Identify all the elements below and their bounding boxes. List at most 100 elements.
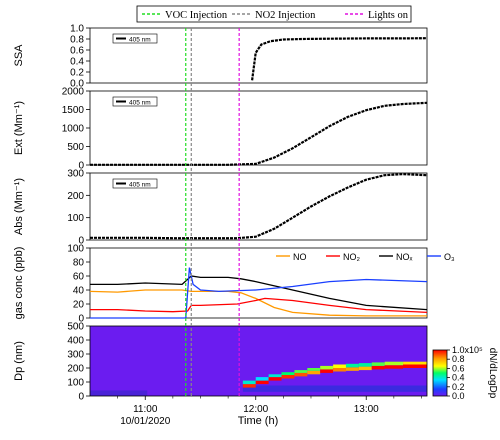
heatmap-cell-17	[345, 363, 359, 368]
y-tick-label-4-3: 300	[67, 350, 84, 361]
heatmap-cell-16	[345, 367, 359, 371]
heatmap-cell-24	[403, 364, 427, 368]
legend-box-0	[112, 33, 158, 44]
y-tick-label-1-2: 1000	[62, 124, 85, 135]
heatmap-cell-10	[307, 370, 321, 375]
y-tick-label-3-0: 0	[78, 314, 84, 325]
y-tick-label-4-0: 0	[78, 392, 84, 403]
colorbar-tick-label-2: 0.4	[452, 373, 465, 383]
series-line-3-1	[90, 297, 428, 314]
gas-legend-label-0: NO	[293, 252, 307, 262]
panel-frame-4	[89, 325, 428, 397]
y-tick-label-1-3: 1500	[62, 105, 85, 116]
heatmap-cell-8	[294, 372, 308, 377]
y-axis-label-1: Ext (Mm⁻¹)	[13, 101, 25, 155]
heatmap-cell-14	[333, 368, 346, 372]
y-tick-label-2-0: 0	[78, 236, 84, 247]
y-tick-label-3-4: 80	[73, 258, 85, 269]
y-tick-label-3-1: 20	[73, 300, 85, 311]
gas-legend-label-3: O₃	[444, 252, 455, 262]
y-axis-label-0: SSA	[13, 44, 25, 67]
heatmap-cell-25	[403, 361, 427, 365]
gas-legend-label-1: NO₂	[343, 252, 361, 262]
y-tick-label-3-2: 40	[73, 286, 85, 297]
series-line-1-0	[90, 101, 428, 166]
y-tick-label-2-3: 300	[67, 169, 84, 180]
heatmap-cell-2	[255, 380, 269, 385]
y-tick-label-0-3: 0.6	[70, 46, 84, 57]
heatmap-cell-13	[320, 365, 334, 370]
heatmap-cell-3	[255, 377, 269, 381]
y-tick-label-2-2: 200	[67, 191, 84, 202]
colorbar-tick-label-3: 0.6	[452, 363, 465, 373]
heatmap-background	[90, 326, 427, 396]
x-axis-label: Time (h)	[238, 415, 279, 427]
top-legend	[136, 5, 412, 23]
colorbar	[432, 349, 448, 397]
heatmap-cell-6	[281, 375, 295, 379]
heatmap-background-band	[242, 385, 427, 392]
y-axis-label-2: Abs (Mm⁻¹)	[13, 178, 25, 235]
series-line-3-0	[89, 289, 427, 317]
gas-legend-label-2: NOₓ	[396, 252, 413, 262]
top-legend-label-0: VOC Injection	[165, 10, 228, 21]
panel-frame-2	[89, 172, 428, 241]
heatmap-cell-20	[371, 365, 385, 370]
heatmap-cell-0	[242, 384, 256, 388]
heatmap-cell-5	[268, 374, 282, 378]
legend-box-label-1: 405 nm	[129, 100, 151, 107]
heatmap-cell-15	[333, 364, 346, 368]
x-tick-label-2: 13:00	[354, 404, 379, 415]
y-tick-label-1-0: 0	[78, 161, 84, 172]
series-line-0-0	[251, 37, 428, 81]
heatmap-cell-1	[242, 380, 256, 385]
colorbar-tick-label-0: 0.0	[452, 391, 465, 401]
y-tick-label-4-1: 100	[67, 378, 84, 389]
y-tick-label-0-5: 1.0	[70, 24, 84, 35]
heatmap-cell-7	[281, 372, 295, 375]
heatmap-cell-21	[371, 362, 385, 366]
y-tick-label-3-5: 100	[67, 244, 84, 255]
legend-box-2	[112, 178, 158, 189]
y-tick-label-2-1: 100	[67, 213, 84, 224]
series-line-3-3	[90, 267, 428, 319]
top-legend-label-2: Lights on	[368, 10, 409, 21]
heatmap-cell-22	[384, 365, 404, 369]
series-line-3-2	[90, 275, 428, 311]
legend-box-label-0: 405 nm	[129, 37, 151, 44]
y-tick-label-0-1: 0.2	[70, 68, 84, 79]
colorbar-label: dN/dLogDp	[487, 348, 498, 399]
panel-frame-0	[89, 27, 428, 84]
series-line-2-0	[90, 172, 428, 240]
y-axis-label-4: Dp (nm)	[13, 341, 25, 381]
x-date-label: 10/01/2020	[120, 416, 170, 427]
colorbar-tick-label-5: 1.0x10⁵	[452, 345, 483, 355]
y-tick-label-4-5: 500	[67, 322, 84, 333]
heatmap-cell-4	[268, 377, 282, 381]
panel-frame-3	[89, 247, 428, 319]
y-axis-label-3: gas conc (ppb)	[13, 247, 25, 320]
heatmap-cell-12	[320, 369, 334, 373]
y-tick-label-0-0: 0.0	[70, 79, 84, 90]
y-tick-label-1-4: 2000	[62, 87, 85, 98]
heatmap-cell-19	[358, 363, 372, 367]
heatmap-cell-9	[294, 370, 308, 373]
legend-box-label-2: 405 nm	[129, 182, 151, 189]
y-tick-label-4-2: 200	[67, 364, 84, 375]
heatmap-cell-11	[307, 368, 321, 371]
x-tick-label-1: 12:00	[243, 404, 268, 415]
x-tick-label-0: 11:00	[133, 404, 158, 415]
y-tick-label-4-4: 400	[67, 336, 84, 347]
heatmap-cell-23	[384, 361, 404, 366]
colorbar-tick-label-4: 0.8	[452, 354, 465, 364]
heatmap-low-band	[90, 390, 148, 396]
top-legend-label-1: NO2 Injection	[255, 10, 316, 21]
legend-box-1	[112, 96, 158, 107]
y-tick-label-3-3: 60	[73, 272, 85, 283]
colorbar-tick-label-1: 0.2	[452, 382, 465, 392]
y-tick-label-0-2: 0.4	[70, 57, 84, 68]
y-tick-label-0-4: 0.8	[70, 35, 84, 46]
heatmap-cell-18	[358, 366, 372, 371]
